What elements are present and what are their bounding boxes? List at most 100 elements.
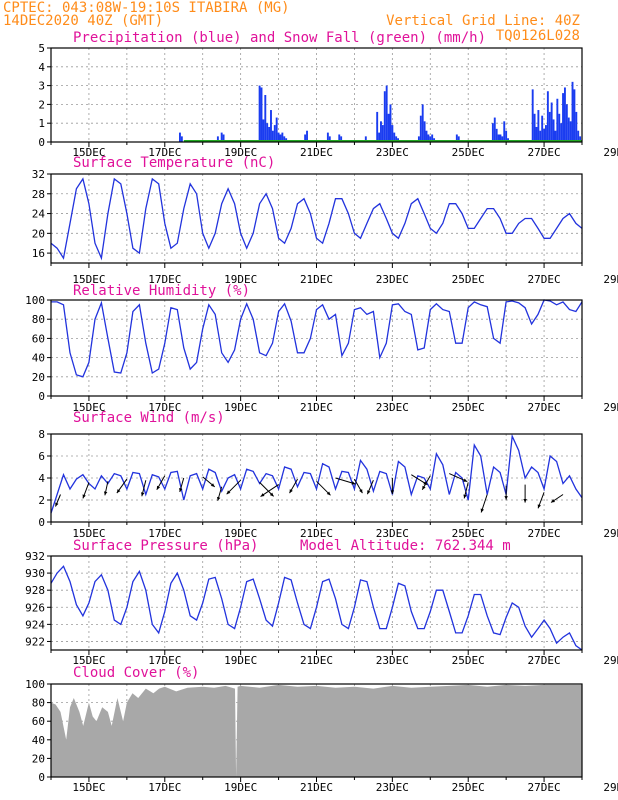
precip-bar	[491, 123, 494, 142]
cloud-xtick-label: 21DEC	[300, 781, 333, 794]
humidity-xtick-label: 27DEC	[528, 401, 561, 414]
precip-bar	[455, 134, 458, 142]
temperature-ytick-label: 20	[32, 227, 45, 240]
wind-arrow	[353, 478, 363, 494]
humidity-title: Relative Humidity (%)	[73, 283, 250, 299]
humidity-ytick-label: 80	[32, 313, 45, 326]
humidity-ytick-label: 20	[32, 371, 45, 384]
humidity-xtick-label: 15DEC	[72, 401, 105, 414]
wind-arrow-head	[359, 489, 363, 494]
temperature-ytick-label: 32	[32, 168, 45, 181]
wind-arrow-head	[537, 504, 541, 509]
temperature-xtick-label: 29DEC	[603, 273, 618, 286]
humidity-xtick-label: 21DEC	[300, 401, 333, 414]
precipitation-ytick-label: 0	[38, 136, 45, 149]
precip-bar	[275, 117, 278, 142]
wind-arrow	[226, 479, 241, 495]
precip-bar	[260, 87, 263, 142]
pressure-line	[50, 565, 583, 651]
precip-bar	[328, 136, 331, 142]
wind-panel: Surface Wind (m/s) 0 2 4 6 8 15DEC 17DEC 19DEC 21…	[38, 410, 618, 540]
humidity-ytick-label: 0	[38, 390, 45, 403]
wind-arrow-head	[504, 496, 508, 500]
cloud-ytick-label: 40	[32, 734, 45, 747]
wind-ytick-label: 0	[38, 516, 45, 529]
wind-arrow	[55, 494, 61, 507]
precip-bar	[216, 136, 219, 142]
pressure-ytick-label: 932	[25, 550, 45, 563]
precip-bar	[220, 132, 223, 142]
pressure-ytick-label: 930	[25, 567, 45, 580]
wind-xtick-label: 19DEC	[224, 527, 257, 540]
precip-bar	[304, 134, 307, 142]
wind-arrow-head	[367, 490, 371, 495]
precip-bar	[539, 130, 542, 142]
wind-xtick-label: 29DEC	[603, 527, 618, 540]
precip-bar	[306, 130, 308, 142]
precip-bar	[391, 125, 394, 142]
humidity-ytick-label: 100	[25, 294, 45, 307]
wind-ytick-label: 4	[38, 472, 45, 485]
precip-bar	[419, 115, 422, 142]
wind-arrow-head	[141, 492, 145, 497]
precip-bar	[277, 132, 280, 142]
precip-bar	[563, 87, 566, 142]
precipitation-panel: Precipitation (blue) and Snow Fall (gree…	[38, 30, 618, 159]
precip-bar	[385, 85, 388, 142]
precip-bar	[535, 126, 538, 142]
pressure-ytick-label: 928	[25, 584, 45, 597]
wind-arrow-head	[390, 490, 395, 494]
temperature-panel: Surface Temperature (nC) 16 20 24 28 32 15DEC 1…	[32, 155, 618, 286]
wind-arrow-head	[551, 499, 555, 503]
wind-arrow	[259, 482, 274, 497]
precip-bar	[262, 119, 265, 142]
wind-arrow	[335, 477, 356, 485]
wind-arrow-head	[116, 489, 121, 494]
precip-bar	[395, 136, 398, 142]
precipitation-ytick-label: 1	[38, 117, 45, 130]
precip-bar	[179, 132, 181, 142]
pressure-xtick-label: 15DEC	[72, 654, 105, 667]
cloud-ytick-label: 60	[32, 715, 45, 728]
wind-arrow	[550, 494, 564, 503]
precip-bar	[271, 130, 274, 142]
wind-arrow-head	[463, 494, 467, 499]
cloud-ytick-label: 0	[38, 771, 45, 784]
pressure-xtick-label: 25DEC	[452, 654, 485, 667]
precip-bar	[326, 132, 329, 142]
wind-arrow-head	[260, 493, 265, 497]
temperature-ytick-label: 16	[32, 247, 45, 260]
precip-bar	[548, 111, 551, 142]
precipitation-xtick-label: 29DEC	[603, 146, 618, 159]
wind-xtick-label: 15DEC	[72, 527, 105, 540]
wind-arrow	[116, 478, 128, 494]
precip-bar	[381, 125, 384, 142]
temperature-xtick-label: 19DEC	[224, 273, 257, 286]
temperature-xtick-label: 21DEC	[300, 273, 333, 286]
precip-bar	[338, 134, 341, 142]
precip-bar	[503, 121, 506, 142]
precip-bar	[281, 132, 284, 142]
precip-bar	[421, 104, 424, 142]
humidity-ytick-label: 60	[32, 332, 45, 345]
wind-arrow-head	[103, 491, 108, 496]
precip-bar	[376, 111, 379, 142]
wind-ytick-label: 8	[38, 428, 45, 441]
precip-bar	[340, 136, 343, 142]
precip-bar	[554, 130, 557, 142]
precipitation-xtick-label: 23DEC	[376, 146, 409, 159]
wind-xtick-label: 27DEC	[528, 527, 561, 540]
wind-arrow	[537, 492, 545, 509]
temperature-line	[50, 177, 583, 261]
pressure-ytick-label: 924	[25, 618, 45, 631]
wind-arrow	[390, 478, 395, 494]
precip-bar	[565, 104, 568, 142]
precip-bar	[575, 111, 578, 142]
precip-bar	[501, 136, 504, 142]
precip-bar	[273, 125, 276, 142]
precip-bar	[556, 98, 559, 142]
wind-arrow-head	[351, 481, 356, 485]
wind-arrow-head	[210, 483, 215, 487]
wind-arrow	[103, 481, 109, 496]
